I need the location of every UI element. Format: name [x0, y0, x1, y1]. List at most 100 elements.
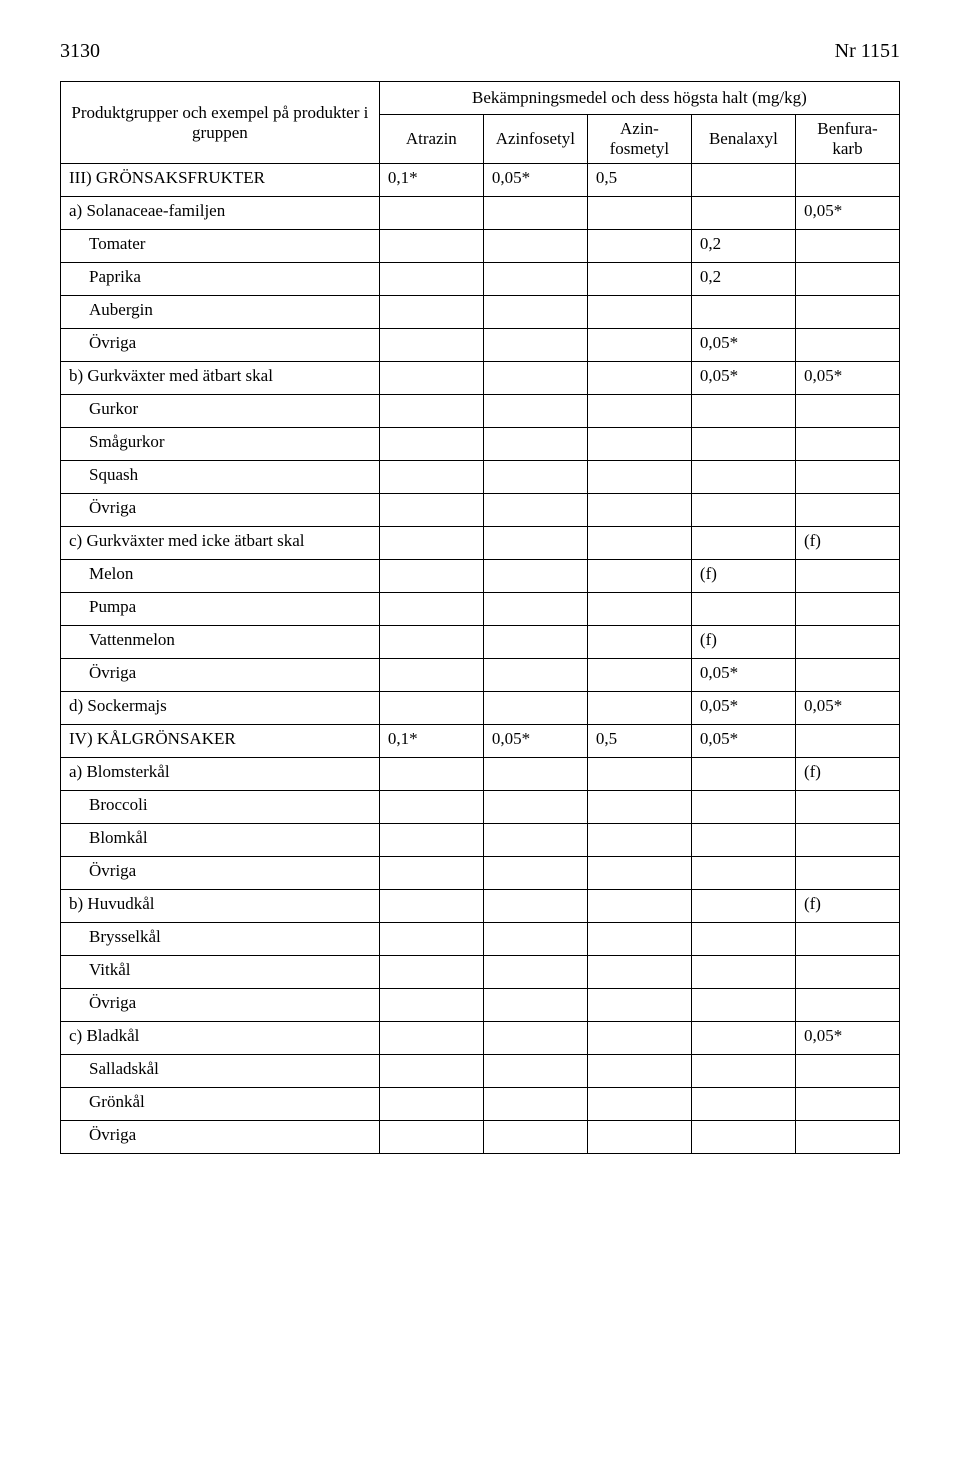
cell-value: [587, 692, 691, 725]
table-row: Pumpa: [61, 593, 900, 626]
cell-value: [795, 296, 899, 329]
cell-value: [587, 923, 691, 956]
cell-value: [483, 197, 587, 230]
cell-value: 0,05*: [795, 197, 899, 230]
cell-value: [587, 989, 691, 1022]
cell-value: [379, 527, 483, 560]
cell-value: [587, 758, 691, 791]
cell-value: [795, 560, 899, 593]
cell-value: [587, 329, 691, 362]
table-row: Squash: [61, 461, 900, 494]
cell-value: 0,1*: [379, 164, 483, 197]
cell-value: [483, 692, 587, 725]
cell-value: [483, 428, 587, 461]
cell-value: [795, 164, 899, 197]
table-row: b) Huvudkål(f): [61, 890, 900, 923]
cell-value: [483, 461, 587, 494]
row-label: Gurkor: [61, 395, 380, 428]
head-left: Produktgrupper och exempel på produkter …: [61, 82, 380, 164]
cell-value: [691, 1055, 795, 1088]
cell-value: [795, 923, 899, 956]
cell-value: 0,2: [691, 263, 795, 296]
cell-value: [483, 395, 587, 428]
cell-value: [691, 1022, 795, 1055]
head-right: Bekämpningsmedel och dess högsta halt (m…: [379, 82, 899, 115]
cell-value: [587, 560, 691, 593]
main-table: Produktgrupper och exempel på produkter …: [60, 81, 900, 1154]
table-row: Övriga: [61, 494, 900, 527]
cell-value: 0,05*: [691, 329, 795, 362]
cell-value: [483, 758, 587, 791]
cell-value: (f): [691, 560, 795, 593]
cell-value: [587, 230, 691, 263]
cell-value: [587, 890, 691, 923]
cell-value: [483, 890, 587, 923]
cell-value: [483, 263, 587, 296]
row-label: a) Blomsterkål: [61, 758, 380, 791]
cell-value: [795, 428, 899, 461]
cell-value: [379, 692, 483, 725]
table-row: Tomater 0,2: [61, 230, 900, 263]
row-label: Aubergin: [61, 296, 380, 329]
table-row: a) Blomsterkål (f): [61, 758, 900, 791]
cell-value: [587, 197, 691, 230]
cell-value: [483, 923, 587, 956]
row-label: Smågurkor: [61, 428, 380, 461]
cell-value: [379, 890, 483, 923]
table-row: Melon(f): [61, 560, 900, 593]
table-body: III) GRÖNSAKSFRUKTER0,1*0,05*0,5a) Solan…: [61, 164, 900, 1154]
cell-value: [691, 824, 795, 857]
cell-value: [483, 527, 587, 560]
col-benalaxyl: Benalaxyl: [691, 115, 795, 164]
cell-value: [691, 758, 795, 791]
cell-value: 0,05*: [691, 362, 795, 395]
cell-value: 0,5: [587, 725, 691, 758]
row-label: Vitkål: [61, 956, 380, 989]
cell-value: [379, 461, 483, 494]
row-label: Tomater: [61, 230, 380, 263]
cell-value: [379, 230, 483, 263]
cell-value: [795, 461, 899, 494]
document-page: 3130 Nr 1151 Produktgrupper och exempel …: [0, 0, 960, 1194]
cell-value: [379, 329, 483, 362]
cell-value: [587, 1055, 691, 1088]
row-label: Övriga: [61, 857, 380, 890]
cell-value: [587, 428, 691, 461]
cell-value: [587, 1121, 691, 1154]
cell-value: [691, 791, 795, 824]
cell-value: 0,05*: [483, 725, 587, 758]
col-azinfosmetyl: Azin- fosmetyl: [587, 115, 691, 164]
table-row: Vattenmelon(f): [61, 626, 900, 659]
cell-value: [379, 923, 483, 956]
row-label: Övriga: [61, 1121, 380, 1154]
cell-value: 0,2: [691, 230, 795, 263]
cell-value: [483, 659, 587, 692]
cell-value: [379, 989, 483, 1022]
row-label: Pumpa: [61, 593, 380, 626]
cell-value: [483, 857, 587, 890]
col-azinfosetyl: Azinfosetyl: [483, 115, 587, 164]
cell-value: [379, 263, 483, 296]
cell-value: (f): [795, 758, 899, 791]
cell-value: [483, 362, 587, 395]
row-label: Salladskål: [61, 1055, 380, 1088]
cell-value: [483, 626, 587, 659]
cell-value: [691, 956, 795, 989]
row-label: Övriga: [61, 989, 380, 1022]
cell-value: [483, 593, 587, 626]
row-label: b) Huvudkål: [61, 890, 380, 923]
cell-value: [587, 1022, 691, 1055]
table-row: Grönkål: [61, 1088, 900, 1121]
cell-value: [587, 527, 691, 560]
cell-value: [379, 494, 483, 527]
cell-value: [795, 329, 899, 362]
cell-value: [379, 428, 483, 461]
table-row: Övriga0,05*: [61, 659, 900, 692]
cell-value: [483, 1121, 587, 1154]
row-label: Squash: [61, 461, 380, 494]
cell-value: [483, 791, 587, 824]
row-label: Övriga: [61, 659, 380, 692]
table-row: Gurkor: [61, 395, 900, 428]
table-row: Brysselkål: [61, 923, 900, 956]
cell-value: [795, 494, 899, 527]
